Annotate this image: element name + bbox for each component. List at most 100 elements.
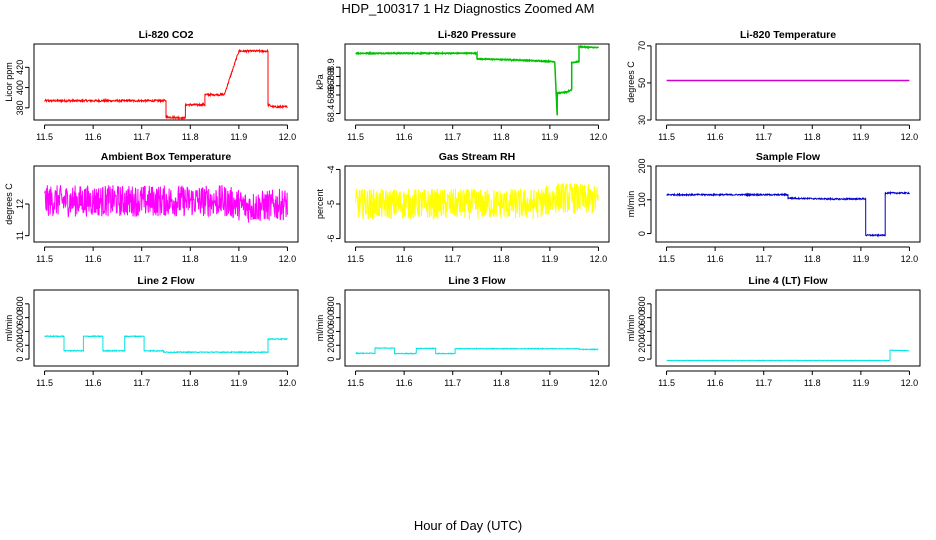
plot-frame [344,165,610,243]
x-tick-label: 11.7 [133,132,150,142]
x-tick-label: 11.9 [541,132,558,142]
figure-title: HDP_100317 1 Hz Diagnostics Zoomed AM [341,1,595,16]
series-line [44,334,288,354]
x-tick-label: 11.5 [36,254,53,264]
x-tick-label: 11.6 [396,132,413,142]
x-tick-label: 12.0 [279,254,297,264]
x-tick-label: 11.9 [230,254,247,264]
y-axis-label: Licor ppm [4,62,14,102]
x-tick-label: 11.5 [658,254,675,264]
x-tick-label: 12.0 [901,378,919,388]
x-tick-label: 12.0 [590,254,608,264]
x-tick-label: 11.9 [230,132,247,142]
series-line [666,349,910,362]
y-axis-label: degrees C [626,61,636,103]
plot-frame [655,165,921,243]
x-tick-label: 11.8 [804,132,821,142]
x-tick-label: 11.5 [658,378,675,388]
y-axis-label: degrees C [4,183,14,225]
x-tick-label: 11.5 [36,132,53,142]
chart-panel: Li-820 CO2 Licor ppm 11.5 11.6 11.7 11.8 11.9 1… [4,29,299,142]
x-tick-label: 11.7 [755,254,772,264]
x-tick-label: 12.0 [279,132,297,142]
x-tick-label: 11.8 [493,378,510,388]
chart-panel: Line 3 Flow ml/min 11.5 11.6 11.7 11.8 11.9 12.… [315,275,610,388]
x-tick-label: 11.7 [133,254,150,264]
y-tick-label: 100 [637,192,647,207]
x-tick-label: 11.8 [493,254,510,264]
x-tick-label: 11.6 [85,254,102,264]
x-tick-label: 11.7 [444,378,461,388]
y-tick-label: 70 [637,41,647,51]
y-tick-label: 400 [326,324,336,339]
x-tick-label: 11.5 [347,254,364,264]
x-tick-label: 11.7 [755,378,772,388]
x-tick-label: 11.8 [804,254,821,264]
x-tick-label: 11.7 [133,378,150,388]
x-tick-label: 11.8 [182,132,199,142]
chart-panel: Line 2 Flow ml/min 11.5 11.6 11.7 11.8 11.9 12.… [4,275,299,388]
y-tick-label: 0 [637,231,647,236]
y-tick-label: 400 [15,324,25,339]
y-tick-label: 12 [15,199,25,209]
y-axis-label: ml/min [315,315,325,342]
y-tick-label: 400 [15,80,25,95]
x-tick-label: 12.0 [901,132,919,142]
chart-panel: Li-820 Pressure kPa 11.5 11.6 11.7 11.8 11.9 12… [315,29,610,142]
x-tick-label: 11.9 [541,378,558,388]
plot-frame [33,289,299,367]
series-line [44,184,288,223]
x-tick-label: 11.8 [493,132,510,142]
x-tick-label: 11.5 [658,132,675,142]
x-tick-label: 11.9 [541,254,558,264]
panel-title: Line 4 (LT) Flow [748,275,828,287]
y-tick-label: 200 [326,338,336,353]
plot-frame [33,165,299,243]
y-tick-label: -6 [326,235,336,243]
y-tick-label: 68.6 [326,86,336,104]
chart-panel: Sample Flow ml/min 11.5 11.6 11.7 11.8 11.9 12.… [626,151,921,264]
y-axis-label: ml/min [4,315,14,342]
x-tick-label: 11.8 [182,254,199,264]
x-tick-label: 11.6 [707,378,724,388]
panel-title: Li-820 Pressure [438,29,516,41]
series-line [355,182,599,220]
x-tick-label: 11.7 [755,132,772,142]
y-axis-label: ml/min [626,191,636,218]
series-line [44,48,288,121]
panel-title: Line 3 Flow [448,275,506,287]
chart-panel: Line 4 (LT) Flow ml/min 11.5 11.6 11.7 11.8 11… [626,275,921,388]
panel-title: Line 2 Flow [137,275,195,287]
y-tick-label: 68.7 [326,77,336,95]
x-tick-label: 11.6 [396,254,413,264]
chart-panel: Gas Stream RH percent 11.5 11.6 11.7 11.8 11.9… [315,151,610,264]
x-tick-label: 11.5 [36,378,53,388]
y-axis-label: percent [315,188,325,219]
y-tick-label: 0 [326,357,336,362]
plot-frame [655,289,921,367]
y-tick-label: 200 [15,338,25,353]
x-tick-label: 11.6 [396,378,413,388]
series-line [666,190,910,238]
series-line [355,347,599,355]
x-tick-label: 12.0 [590,132,608,142]
chart-panel: Li-820 Temperature degrees C 11.5 11.6 11.7 1… [626,29,921,142]
panel-title: Li-820 Temperature [740,29,836,41]
y-tick-label: 800 [15,296,25,311]
y-tick-label: 380 [15,100,25,115]
plot-frame [655,43,921,121]
x-tick-label: 11.6 [85,132,102,142]
y-tick-label: 68.8 [326,68,336,86]
x-tick-label: 11.6 [707,132,724,142]
y-tick-label: 0 [637,357,647,362]
y-tick-label: -5 [326,200,336,208]
y-tick-label: 800 [637,296,647,311]
panel-title: Li-820 CO2 [139,29,194,41]
plot-frame [33,43,299,121]
y-tick-label: -4 [326,165,336,173]
y-axis-label: kPa [315,74,325,90]
x-tick-label: 11.9 [852,378,869,388]
panel-title: Ambient Box Temperature [101,151,232,163]
x-tick-label: 11.9 [230,378,247,388]
